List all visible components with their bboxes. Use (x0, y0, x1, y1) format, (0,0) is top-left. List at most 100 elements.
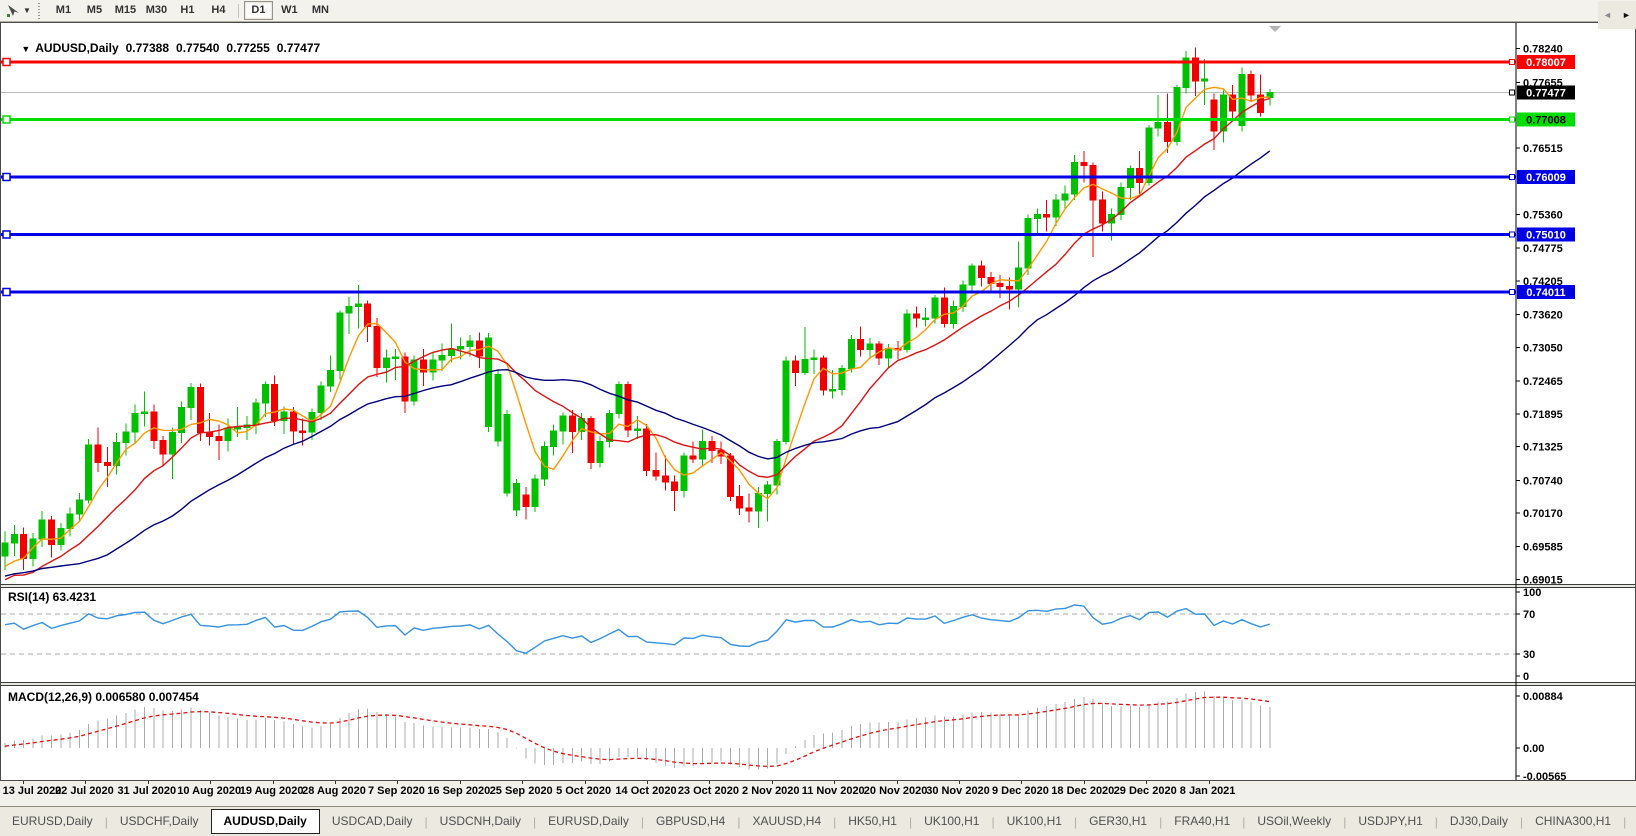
hline-price-badge[interactable]: 0.74011 (1509, 284, 1576, 299)
symbol-label: AUDUSD,Daily (35, 41, 119, 55)
timeframe-button-M5[interactable]: M5 (86, 4, 103, 16)
symbol-dropdown-icon[interactable]: ▼ (21, 44, 31, 54)
svg-text:0.00884: 0.00884 (1523, 691, 1564, 703)
tab-usdcnh-daily[interactable]: USDCNH,Daily (439, 814, 522, 828)
hline-price-badge[interactable]: 0.75010 (1509, 227, 1576, 242)
timeframe-button-D1[interactable]: D1 (243, 1, 273, 20)
date-tick (85, 781, 87, 784)
tab-eurusd-daily[interactable]: EURUSD,Daily (12, 814, 93, 828)
ohlc-open: 0.77388 (125, 41, 170, 55)
date-label: 28 Aug 2020 (302, 785, 366, 797)
tab-uk100-h1[interactable]: UK100,H1 (1006, 814, 1062, 828)
timeframe-button-H1[interactable]: H1 (180, 4, 195, 16)
rsi-indicator-label: RSI(14) 63.4231 (8, 590, 97, 604)
date-label: 20 Nov 2020 (863, 785, 928, 797)
pane-separators (1, 584, 1635, 686)
tab-divider: | (1343, 814, 1347, 829)
svg-text:0.77477: 0.77477 (1526, 88, 1566, 100)
tab-divider: | (1623, 814, 1627, 829)
tab-usdjpy-h1[interactable]: USDJPY,H1 (1358, 814, 1423, 828)
date-tick (647, 781, 648, 784)
timeframe-button-MN[interactable]: MN (311, 4, 329, 16)
hline-price-badge[interactable]: 0.78007 (1509, 55, 1576, 69)
date-label: 16 Sep 2020 (427, 785, 491, 797)
tab-eurusd-daily[interactable]: EURUSD,Daily (548, 814, 629, 828)
date-label: 23 Oct 2020 (677, 785, 739, 797)
hline-handle[interactable] (2, 57, 11, 67)
tab-ger30-h1[interactable]: GER30,H1 (1089, 814, 1148, 828)
tab-divider: | (833, 814, 837, 829)
chart-shift-marker (1269, 26, 1281, 32)
date-tick (709, 781, 711, 784)
date-label: 9 Dec 2020 (991, 785, 1049, 797)
chart-cursor-icon[interactable] (3, 3, 23, 19)
date-label: 13 Jul 2020 (2, 785, 62, 797)
date-label: 25 Sep 2020 (489, 785, 553, 797)
macd-indicator-label: MACD(12,26,9) 0.006580 0.007454 (8, 690, 199, 704)
tab-strip: EURUSD,Daily | USDCHF,Daily AUDUSD,Daily USD… (0, 809, 1636, 834)
timeframe-button-H4[interactable]: H4 (211, 4, 226, 16)
toolbar-grip[interactable] (36, 2, 42, 19)
tab-divider: | (533, 814, 537, 829)
tab-china300-h1[interactable]: CHINA300,H1 (1535, 814, 1612, 828)
date-tick (584, 781, 586, 784)
tab-divider: | (424, 814, 428, 829)
tab-usoil-weekly[interactable]: USOil,Weekly (1257, 814, 1332, 828)
tab-divider: | (991, 814, 995, 829)
hline-handle[interactable] (2, 115, 11, 124)
svg-text:70: 70 (1523, 609, 1535, 621)
svg-text:0.70740: 0.70740 (1523, 475, 1563, 487)
horizontal-level-lines (1, 57, 1516, 297)
tab-usoil-[interactable]: USOil, (1626, 809, 1636, 834)
svg-text:0.76515: 0.76515 (1523, 143, 1563, 155)
scroll-right-icon[interactable]: ► (1622, 10, 1631, 20)
date-tick (335, 781, 336, 784)
timeframe-button-M30[interactable]: M30 (145, 4, 168, 16)
tab-divider: | (104, 814, 108, 829)
chart-window: 0.78240 0.77655 0.76515 0.75360 0.74775 0.742… (0, 22, 1636, 781)
hline-handle[interactable] (2, 230, 11, 239)
svg-text:-0.00565: -0.00565 (1523, 771, 1566, 780)
date-label: 7 Sep 2020 (367, 785, 425, 797)
timeframe-button-M1[interactable]: M1 (55, 4, 72, 16)
candles-layer (1, 47, 1274, 571)
tab-fra40-h1[interactable]: FRA40,H1 (1174, 814, 1231, 828)
tab-dj30-daily[interactable]: DJ30,Daily (1449, 814, 1508, 828)
date-tick (397, 781, 399, 784)
date-label: 30 Nov 2020 (926, 785, 990, 797)
date-label: 8 Jan 2021 (1179, 785, 1236, 797)
ohlc-close: 0.77477 (276, 41, 321, 55)
tab-uk100-h1[interactable]: UK100,H1 (924, 814, 980, 828)
shift-triangle-icon[interactable] (1269, 26, 1281, 32)
tab-divider: | (737, 814, 741, 829)
svg-text:0.72465: 0.72465 (1523, 376, 1563, 388)
price-badges: 0.78007 0.77008 0.76009 0.75010 0.74011 0.774… (1509, 55, 1576, 299)
scroll-left-icon[interactable]: ◄ (1603, 10, 1612, 20)
tab-usdchf-daily[interactable]: USDCHF,Daily (119, 814, 199, 828)
svg-text:0.78007: 0.78007 (1526, 57, 1566, 69)
date-tick (834, 781, 836, 784)
hline-price-badge[interactable]: 0.77008 (1509, 112, 1576, 127)
svg-text:0.00: 0.00 (1523, 743, 1544, 755)
hline-handle[interactable] (2, 287, 11, 297)
date-tick (959, 781, 960, 784)
tab-audusd-daily[interactable]: AUDUSD,Daily (210, 809, 320, 834)
date-tick (1208, 781, 1210, 784)
date-label: 5 Oct 2020 (556, 785, 612, 797)
chevron-down-icon[interactable]: ▼ (23, 6, 31, 15)
date-tick (522, 781, 524, 784)
chart-title: ▼ AUDUSD,Daily 0.77388 0.77540 0.77255 0.7747… (8, 27, 320, 69)
tab-xauusd-h4[interactable]: XAUUSD,H4 (752, 814, 822, 828)
tab-usdcad-daily[interactable]: USDCAD,Daily (331, 814, 413, 828)
svg-text:0.76009: 0.76009 (1526, 172, 1566, 184)
svg-text:0.74205: 0.74205 (1523, 276, 1563, 288)
timeframe-button-M15[interactable]: M15 (114, 4, 137, 16)
tab-gbpusd-h4[interactable]: GBPUSD,H4 (655, 814, 726, 828)
price-chart-canvas[interactable]: 0.782400.776550.765150.753600.747750.742… (1, 23, 1635, 780)
current-price-badge[interactable]: 0.77477 (1509, 85, 1576, 100)
hline-price-badge[interactable]: 0.76009 (1509, 169, 1576, 184)
tab-hk50-h1[interactable]: HK50,H1 (848, 814, 897, 828)
timeframe-button-W1[interactable]: W1 (281, 4, 298, 16)
hline-handle[interactable] (2, 172, 11, 182)
date-axis: 13 Jul 2020 22 Jul 2020 31 Jul 2020 10 Aug … (0, 781, 1636, 806)
